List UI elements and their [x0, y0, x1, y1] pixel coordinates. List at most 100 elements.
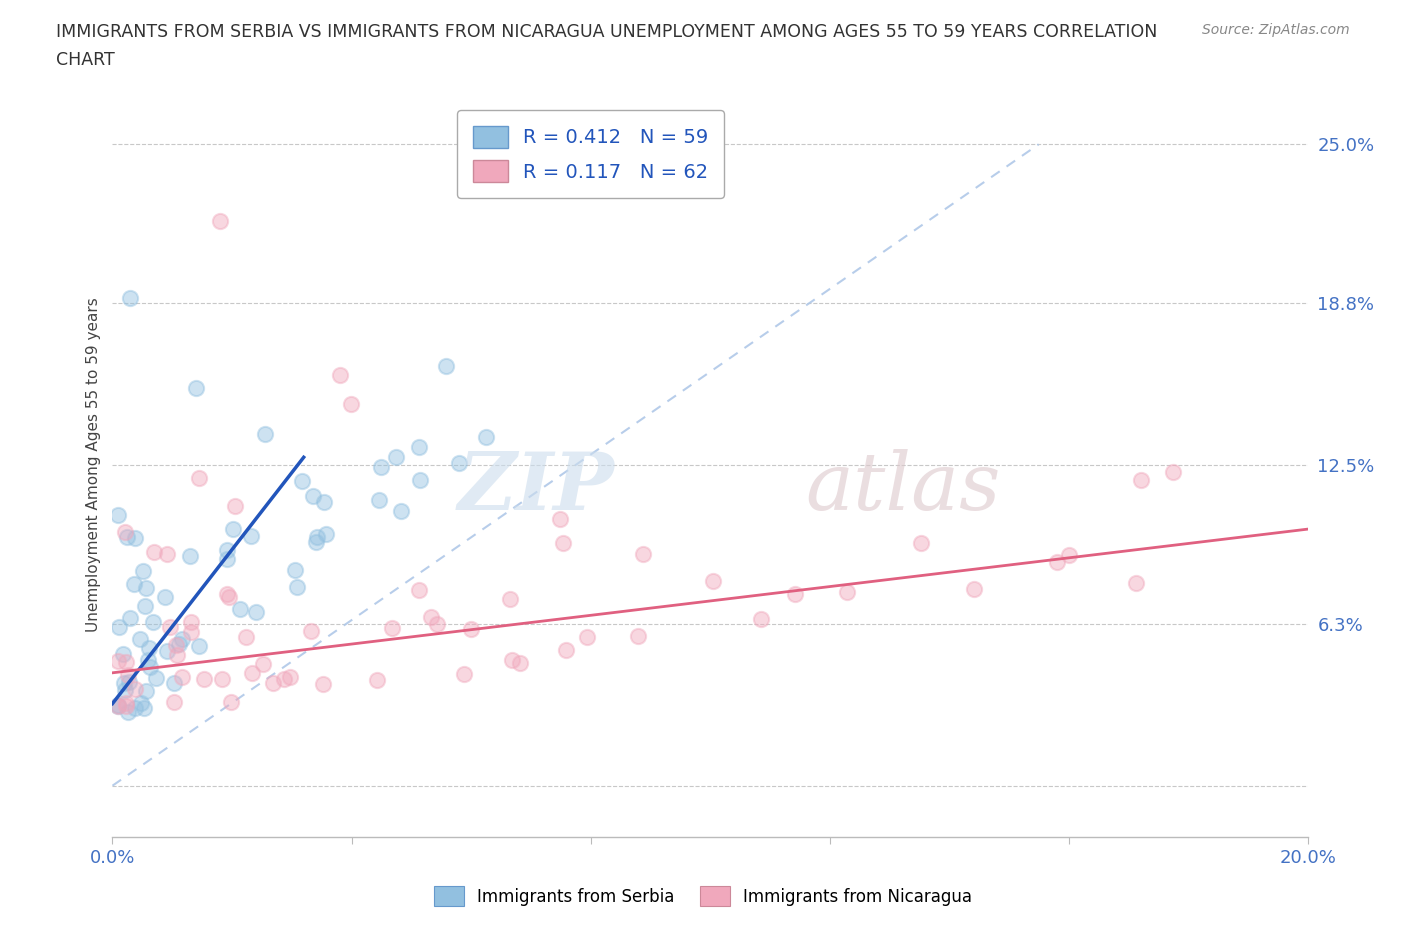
Point [224, 498, 246, 513]
Point [114, 698, 136, 713]
Point [239, 528, 262, 543]
Point [299, 624, 322, 639]
Point [218, 590, 240, 604]
Point [910, 536, 932, 551]
Point [409, 472, 432, 487]
Point [221, 521, 243, 536]
Point [219, 695, 242, 710]
Point [136, 652, 159, 667]
Point [426, 617, 449, 631]
Point [501, 653, 523, 668]
Point [305, 529, 328, 544]
Point [1046, 555, 1069, 570]
Point [273, 671, 295, 686]
Text: Source: ZipAtlas.com: Source: ZipAtlas.com [1202, 23, 1350, 37]
Text: CHART: CHART [56, 51, 115, 69]
Point [186, 380, 208, 395]
Point [783, 587, 806, 602]
Point [129, 632, 152, 647]
Point [107, 698, 129, 713]
Point [1130, 472, 1153, 487]
Point [118, 674, 141, 689]
Point [389, 503, 412, 518]
Point [138, 641, 160, 656]
Point [1125, 575, 1147, 590]
Point [217, 551, 239, 566]
Point [172, 631, 194, 646]
Point [112, 675, 135, 690]
Point [408, 583, 430, 598]
Point [315, 526, 337, 541]
Point [139, 659, 162, 674]
Point [107, 698, 129, 712]
Y-axis label: Unemployment Among Ages 55 to 59 years: Unemployment Among Ages 55 to 59 years [86, 298, 101, 632]
Point [107, 654, 129, 669]
Point [381, 620, 404, 635]
Point [384, 449, 406, 464]
Point [627, 629, 650, 644]
Point [107, 508, 129, 523]
Point [131, 564, 153, 578]
Point [837, 584, 859, 599]
Point [749, 611, 772, 626]
Point [120, 611, 142, 626]
Point [124, 700, 146, 715]
Point [135, 684, 157, 699]
Point [124, 682, 146, 697]
Point [554, 643, 576, 658]
Point [1161, 465, 1184, 480]
Point [963, 581, 986, 596]
Point [112, 646, 135, 661]
Point [551, 536, 574, 551]
Point [262, 675, 284, 690]
Point [166, 647, 188, 662]
Point [408, 440, 430, 455]
Point [155, 590, 177, 604]
Point [156, 546, 179, 561]
Point [114, 683, 136, 698]
Legend: R = 0.412   N = 59, R = 0.117   N = 62: R = 0.412 N = 59, R = 0.117 N = 62 [457, 110, 724, 198]
Point [156, 644, 179, 658]
Point [312, 495, 335, 510]
Point [499, 591, 522, 606]
Point [179, 549, 201, 564]
Point [114, 655, 136, 670]
Point [163, 676, 186, 691]
Point [340, 396, 363, 411]
Point [453, 666, 475, 681]
Point [145, 671, 167, 685]
Point [548, 512, 571, 526]
Point [159, 619, 181, 634]
Point [134, 599, 156, 614]
Point [187, 471, 209, 485]
Point [124, 530, 146, 545]
Point [702, 573, 724, 588]
Point [449, 455, 471, 470]
Point [193, 671, 215, 686]
Point [132, 700, 155, 715]
Point [245, 604, 267, 619]
Point [180, 615, 202, 630]
Point [252, 657, 274, 671]
Point [475, 430, 498, 445]
Point [1057, 548, 1080, 563]
Point [302, 488, 325, 503]
Point [117, 668, 139, 683]
Text: ZIP: ZIP [457, 448, 614, 526]
Point [215, 587, 238, 602]
Point [117, 529, 139, 544]
Point [114, 696, 136, 711]
Point [305, 535, 328, 550]
Point [129, 696, 152, 711]
Point [170, 670, 193, 684]
Point [329, 367, 352, 382]
Point [143, 545, 166, 560]
Point [291, 473, 314, 488]
Point [284, 563, 307, 578]
Point [188, 639, 211, 654]
Point [434, 359, 457, 374]
Point [163, 695, 186, 710]
Point [135, 580, 157, 595]
Point [209, 214, 232, 229]
Point [235, 630, 257, 644]
